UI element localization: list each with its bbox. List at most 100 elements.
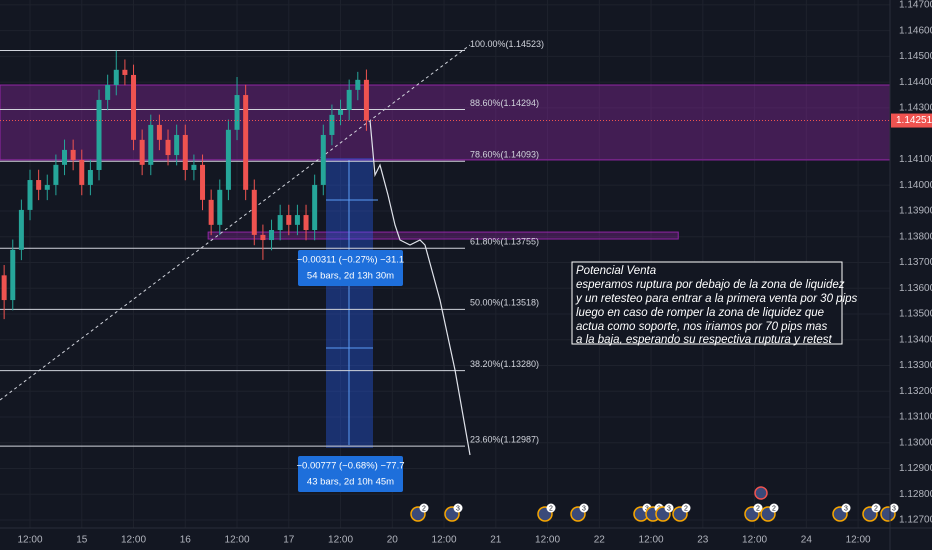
event-count: 3 [844,505,848,512]
candle-body [338,109,344,115]
x-tick-label: 12:00 [18,535,43,546]
candle-body [174,134,180,156]
x-tick-label: 17 [283,535,295,546]
candle-body [277,215,283,231]
x-tick-label: 23 [697,535,709,546]
event-badge [681,503,691,513]
trend-line [0,44,471,401]
candle-body [251,189,257,235]
event-badge [769,503,779,513]
x-tick-label: 12:00 [121,535,146,546]
event-badge [453,503,463,513]
x-tick-label: 16 [180,535,192,546]
candle-body [346,89,352,110]
event-count: 3 [582,505,586,512]
fib-label: 23.60%(1.12987) [470,434,539,444]
event-badge [664,503,674,513]
x-tick-label: 24 [801,535,813,546]
fib-label: 38.20%(1.13280) [470,359,539,369]
y-tick-label: 1.13800 [899,231,932,242]
candle-body [286,215,292,225]
candle-body [217,189,223,225]
measure-box [298,456,403,492]
liquidity-zone [207,231,679,240]
event-badge [841,503,851,513]
x-tick-label: 15 [76,535,88,546]
event-count: 2 [422,505,426,512]
event-badge [889,503,899,513]
candle-body [53,164,59,185]
event-count: 3 [667,505,671,512]
x-tick-label: 22 [594,535,606,546]
candle-body [355,79,361,90]
event-count: 3 [645,505,649,512]
candle-body [200,164,206,200]
note-title: Potencial Venta [576,265,656,277]
event-count: 2 [549,505,553,512]
candle-body [62,149,68,165]
y-tick-label: 1.14400 [899,77,932,88]
candle-body [208,199,214,225]
y-tick-label: 1.13200 [899,386,932,397]
y-tick-label: 1.14500 [899,51,932,62]
note-box [571,261,843,345]
measure-labels: −0.00311 (−0.27%) −31.1 54 bars, 2d 13h 3… [296,250,405,492]
candle-body [36,180,42,190]
event-badge [579,503,589,513]
fib-label: 78.60%(1.14093) [470,150,539,160]
event-badge [546,503,556,513]
candle-body [182,134,188,170]
x-tick-label: 20 [387,535,399,546]
y-tick-label: 1.13400 [899,334,932,345]
last-price-label: 1.14251 [896,115,932,126]
candle-body [148,124,154,165]
measure-value: −0.00311 (−0.27%) −31.1 [297,255,404,266]
candle-body [225,129,231,190]
x-tick-label: 21 [490,535,502,546]
y-tick-label: 1.14300 [899,103,932,114]
candle-body [320,134,326,185]
fib-label: 100.00%(1.14523) [470,39,544,49]
fib-levels: 100.00%(1.14523) 88.60%(1.14294) 78.60%(1.… [0,39,544,447]
x-tick-label: 12:00 [535,535,560,546]
candle-body [303,215,309,231]
x-tick-label: 12:00 [742,535,767,546]
candle-body [87,169,93,185]
candle-body [131,74,137,140]
candle-body [294,215,300,225]
candle-body [329,114,335,135]
fib-label: 50.00%(1.13518) [470,298,539,308]
y-tick-label: 1.13700 [899,257,932,268]
event-count: 2 [874,505,878,512]
x-tick-label: 12:00 [328,535,353,546]
measure-value: −0.00777 (−0.68%) −77.7 [296,461,404,472]
y-tick-label: 1.12800 [899,489,932,500]
y-tick-label: 1.14700 [899,0,932,11]
last-price-tag [891,113,932,128]
note-line: y un retesteo para entrar a la primera v… [575,293,858,305]
candle-body [96,99,102,170]
fib-label: 61.80%(1.13755) [470,237,539,247]
y-tick-label: 1.12900 [899,463,932,474]
y-tick-label: 1.14600 [899,25,932,36]
y-tick-label: 1.13300 [899,360,932,371]
note-line: esperamos ruptura por debajo de la zona … [576,279,845,291]
y-tick-label: 1.14000 [899,180,932,191]
fib-label: 88.60%(1.14294) [470,98,539,108]
event-badge [753,503,763,513]
measure-bars: 54 bars, 2d 13h 30m [307,271,394,282]
candle-body [165,139,171,156]
y-tick-label: 1.13500 [899,309,932,320]
x-tick-label: 12:00 [639,535,664,546]
candle-body [10,249,16,301]
candle-body [243,95,249,190]
event-badge [871,503,881,513]
note-line: a la baja, esperando su respectiva ruptu… [576,334,833,346]
projection-path [369,119,471,456]
y-tick-label: 1.13900 [899,206,932,217]
candle-body [260,234,266,241]
measure-bars: 43 bars, 2d 10h 45m [307,477,394,488]
y-tick-label: 1.13100 [899,412,932,423]
candle-body [44,184,50,190]
